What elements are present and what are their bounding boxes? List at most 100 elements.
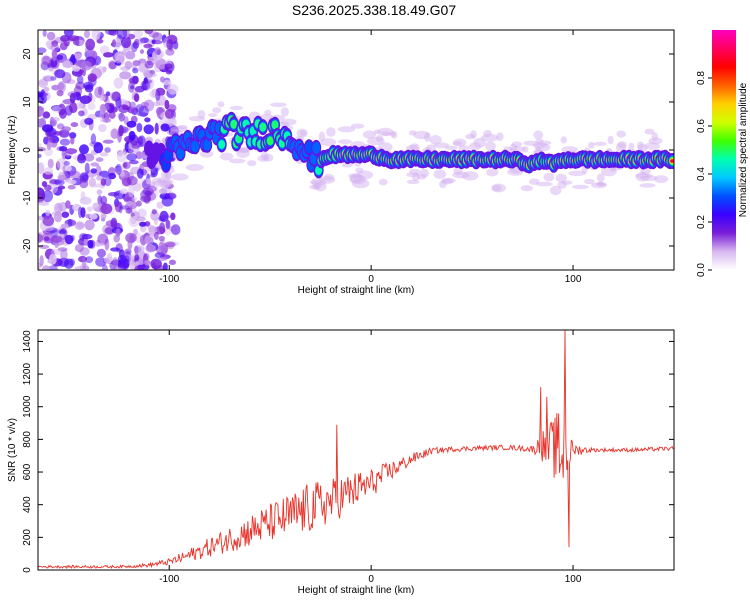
spectrogram-signal-blob (312, 141, 321, 154)
spectrogram-noise-blob (164, 228, 172, 236)
spectrogram-noise-blob (140, 49, 144, 54)
colorbar-label: Normalized spectral amplitude (738, 82, 749, 217)
spectrogram-noise-blob (114, 201, 122, 213)
snr-plot-area (38, 330, 674, 570)
spectrogram-noise-blob (63, 161, 70, 166)
spectrogram-ytick-label: -20 (22, 238, 33, 253)
spectrogram-noise-blob (133, 30, 143, 39)
spectrogram-noise-blob (135, 151, 143, 160)
spectrogram-noise-blob (50, 43, 60, 52)
spectrogram-noise-blob (119, 71, 131, 80)
colorbar-gradient (712, 30, 736, 270)
spectrogram-noise-blob (41, 265, 51, 270)
spectrogram-noise-blob (46, 31, 56, 41)
spectrogram-noise-blob (38, 162, 45, 174)
spectrogram-noise-blob (159, 222, 166, 235)
spectrogram-noise-blob (81, 174, 89, 181)
spectrogram-noise-blob (67, 35, 80, 41)
spectrogram-noise-blob (145, 244, 156, 253)
spectrogram-noise-blob (38, 215, 45, 221)
spectrogram-noise-blob (42, 190, 53, 203)
spectrogram-haze-blob (236, 148, 250, 159)
spectrogram-noise-blob (114, 60, 122, 66)
spectrogram-haze-blob (229, 158, 246, 164)
spectrogram-noise-blob (134, 85, 145, 93)
spectrogram-haze-blob (212, 107, 222, 114)
spectrogram-noise-blob (92, 202, 100, 211)
spectrogram-noise-blob (38, 146, 46, 152)
spectrogram-haze-blob (229, 105, 244, 111)
spectrogram-noise-blob (42, 215, 55, 227)
spectrogram-noise-blob (126, 153, 137, 162)
spectrogram-ytick-label: -10 (22, 190, 33, 205)
spectrogram-noise-blob (112, 257, 119, 269)
spectrogram-noise-blob (125, 207, 133, 214)
spectrogram-noise-blob (143, 124, 154, 135)
spectrogram-noise-blob (49, 179, 62, 185)
spectrogram-noise-blob (162, 79, 172, 86)
spectrogram-noise-blob (152, 32, 163, 41)
spectrogram-noise-blob (99, 170, 110, 178)
spectrogram-noise-blob (67, 179, 77, 185)
spectrogram-noise-blob (117, 258, 130, 269)
spectrogram-haze-blob (588, 141, 595, 149)
spectrogram-noise-blob (110, 247, 121, 252)
spectrogram-noise-blob (57, 247, 68, 252)
spectrogram-noise-blob (137, 208, 147, 218)
spectrogram-noise-blob (105, 91, 111, 97)
snr-ytick-label: 600 (22, 463, 33, 480)
spectrogram-noise-blob (96, 39, 104, 44)
spectrogram-noise-blob (38, 191, 46, 200)
spectrogram-noise-blob (90, 133, 97, 145)
spectrogram-noise-blob (140, 189, 152, 201)
spectrogram-noise-blob (130, 215, 137, 225)
spectrogram-noise-blob (98, 124, 107, 132)
spectrogram-noise-blob (113, 77, 124, 89)
spectrogram-noise-blob (59, 146, 68, 152)
spectrogram-haze-blob (550, 185, 562, 196)
spectrogram-noise-blob (100, 203, 113, 215)
spectrogram-xlabel: Height of straight line (km) (298, 285, 415, 296)
spectrogram-noise-blob (76, 222, 85, 229)
spectrogram-noise-blob (132, 60, 141, 67)
spectrogram-noise-blob (100, 178, 107, 186)
spectrogram-noise-blob (79, 247, 90, 256)
spectrogram-noise-blob (146, 185, 157, 193)
spectrogram-noise-blob (143, 79, 153, 84)
spectrogram-noise-blob (84, 117, 94, 125)
spectrogram-noise-blob (84, 162, 90, 174)
spectrogram-noise-blob (116, 151, 128, 163)
spectrogram-noise-blob (136, 168, 144, 179)
spectrogram-haze-blob (220, 152, 234, 161)
spectrogram-noise-blob (155, 58, 167, 70)
spectrogram-haze-blob (337, 126, 356, 133)
spectrogram-noise-blob (133, 228, 138, 235)
spectrogram-noise-blob (56, 54, 64, 61)
spectrogram-noise-blob (84, 219, 95, 231)
spectrogram-noise-blob (167, 117, 177, 127)
spectrogram-haze-blob (522, 146, 529, 153)
spectrogram-noise-blob (108, 172, 116, 180)
spectrogram-noise-blob (57, 174, 67, 181)
spectrogram-haze-blob (171, 173, 189, 181)
spectrogram-haze-blob (299, 130, 307, 137)
spectrogram-noise-blob (79, 178, 89, 189)
spectrogram-noise-blob (50, 235, 63, 243)
spectrogram-signal-blob (218, 140, 226, 149)
spectrogram-noise-blob (54, 202, 63, 214)
spectrogram-noise-blob (125, 232, 137, 243)
spectrogram-noise-blob (137, 136, 144, 145)
spectrogram-noise-blob (43, 236, 50, 241)
spectrogram-noise-blob (119, 188, 128, 194)
spectrogram-noise-blob (38, 153, 42, 158)
snr-ylabel: SNR (10 * v/v) (7, 418, 18, 482)
spectrogram-noise-blob (128, 185, 135, 198)
spectrogram-haze-blob (607, 135, 614, 145)
spectrogram-haze-blob (572, 184, 589, 190)
spectrogram-haze-blob (326, 127, 336, 137)
spectrogram-noise-blob (38, 79, 48, 85)
spectrogram-noise-blob (43, 91, 51, 101)
spectrogram-noise-blob (76, 101, 84, 110)
spectrogram-noise-blob (166, 192, 177, 200)
